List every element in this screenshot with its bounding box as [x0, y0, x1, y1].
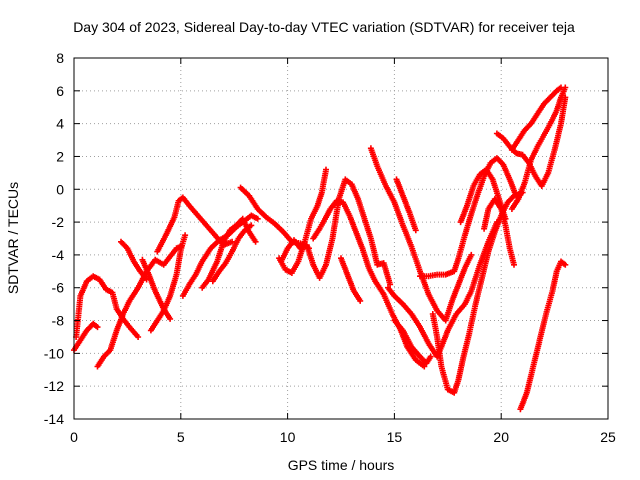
x-tick-label: 15	[387, 429, 403, 445]
x-tick-label: 10	[280, 429, 296, 445]
series-arc-15	[338, 255, 364, 304]
data-point-marker	[357, 297, 364, 304]
series-arc-4	[118, 238, 150, 283]
data-point-marker	[558, 84, 564, 91]
y-axis-label: SDTVAR / TECUs	[5, 182, 21, 294]
series-arc-7	[154, 194, 236, 255]
y-tick-label: -6	[52, 280, 65, 296]
plot-frame	[73, 57, 609, 420]
data-point-marker	[511, 192, 517, 199]
series-arc-21	[429, 192, 517, 396]
data-point-marker	[182, 232, 189, 239]
x-tick-label: 20	[493, 429, 509, 445]
x-tick-label: 5	[177, 429, 185, 445]
data-point-marker	[421, 363, 428, 370]
series-arc-25	[508, 84, 569, 212]
x-tick-label: 25	[600, 429, 616, 445]
chart-title: Day 304 of 2023, Sidereal Day-to-day VTE…	[73, 19, 575, 35]
data-point-marker	[323, 166, 329, 173]
series-arc-13	[278, 176, 394, 288]
series-arc-6	[139, 256, 174, 322]
y-tick-label: 2	[56, 148, 64, 164]
series-arc-3	[94, 243, 184, 370]
data-point-marker	[254, 215, 261, 222]
x-tick-label: 0	[70, 429, 78, 445]
series-arc-17	[393, 176, 419, 234]
y-axis-ticks: -14 -12 -10 -8 -6 -4 -2 0 2 4 6 8	[44, 50, 608, 427]
data-point-marker	[387, 281, 394, 288]
series-arc-20	[391, 317, 434, 367]
y-tick-label: -10	[44, 345, 64, 361]
series-arc-27	[517, 258, 569, 413]
data-point-marker	[468, 251, 475, 258]
series-arc-26	[508, 84, 564, 153]
series-arc-2	[73, 273, 142, 340]
x-axis-label: GPS time / hours	[288, 457, 395, 473]
data-point-marker	[167, 315, 174, 322]
series-arc-12	[276, 166, 329, 276]
data-point-marker	[412, 227, 419, 234]
y-tick-label: 6	[56, 83, 64, 99]
y-tick-label: 0	[56, 181, 64, 197]
data-point-marker	[511, 261, 517, 268]
y-tick-label: -14	[44, 411, 64, 427]
y-tick-label: -8	[52, 313, 65, 329]
series-arc-10	[209, 222, 255, 285]
y-tick-label: -2	[52, 214, 65, 230]
data-point-marker	[94, 324, 101, 331]
data-series	[71, 84, 569, 413]
y-tick-label: -12	[44, 378, 64, 394]
series-arc-23	[481, 196, 517, 268]
y-tick-label: -4	[52, 247, 65, 263]
data-point-marker	[427, 353, 434, 360]
y-tick-label: 8	[56, 50, 64, 66]
series-arc-14	[310, 197, 428, 370]
data-point-marker	[135, 334, 142, 340]
grid	[74, 58, 608, 419]
y-tick-label: 4	[56, 116, 64, 132]
data-point-marker	[562, 261, 569, 268]
x-axis-ticks: 0 5 10 15 20 25	[70, 58, 616, 445]
data-point-marker	[252, 238, 259, 245]
data-point-marker	[248, 222, 255, 229]
